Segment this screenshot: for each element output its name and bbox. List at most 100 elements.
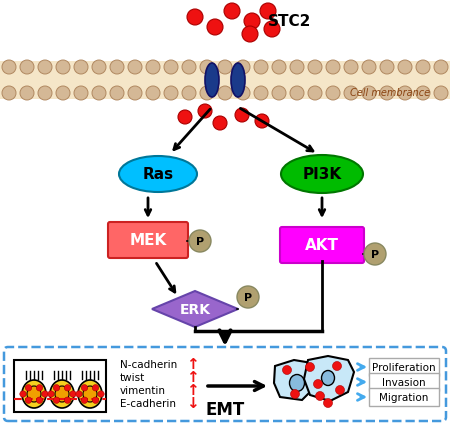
Circle shape <box>164 61 178 75</box>
Circle shape <box>272 87 286 101</box>
Ellipse shape <box>321 371 334 386</box>
Circle shape <box>244 14 260 30</box>
Circle shape <box>198 105 212 119</box>
Circle shape <box>380 87 394 101</box>
Circle shape <box>398 61 412 75</box>
Circle shape <box>237 286 259 308</box>
Circle shape <box>200 61 214 75</box>
Circle shape <box>326 87 340 101</box>
Text: N-cadherin: N-cadherin <box>120 359 177 369</box>
Circle shape <box>344 87 358 101</box>
Circle shape <box>92 397 99 403</box>
Polygon shape <box>152 291 238 327</box>
Circle shape <box>110 61 124 75</box>
Circle shape <box>315 391 324 400</box>
Circle shape <box>76 391 82 397</box>
Circle shape <box>53 397 60 403</box>
Circle shape <box>336 386 345 394</box>
Circle shape <box>146 87 160 101</box>
Circle shape <box>306 363 315 371</box>
Circle shape <box>290 87 304 101</box>
Circle shape <box>218 61 232 75</box>
Text: AKT: AKT <box>305 238 339 253</box>
Circle shape <box>178 111 192 125</box>
Text: vimentin: vimentin <box>120 385 166 395</box>
Ellipse shape <box>289 374 305 391</box>
FancyBboxPatch shape <box>14 360 106 412</box>
Circle shape <box>48 391 54 397</box>
FancyBboxPatch shape <box>369 358 439 376</box>
Text: P: P <box>196 236 204 246</box>
Circle shape <box>187 10 203 26</box>
Circle shape <box>416 87 430 101</box>
Circle shape <box>92 385 99 391</box>
Text: ERK: ERK <box>180 302 211 316</box>
Circle shape <box>362 87 376 101</box>
Ellipse shape <box>205 64 219 98</box>
Circle shape <box>255 115 269 129</box>
Text: E-cadherin: E-cadherin <box>120 398 176 408</box>
Circle shape <box>53 385 60 391</box>
Circle shape <box>260 4 276 20</box>
Circle shape <box>81 385 88 391</box>
Ellipse shape <box>50 380 74 408</box>
Circle shape <box>74 87 88 101</box>
Circle shape <box>38 61 52 75</box>
Text: Cell membrance: Cell membrance <box>350 88 430 98</box>
Text: ↑: ↑ <box>185 370 198 385</box>
FancyBboxPatch shape <box>369 373 439 391</box>
Circle shape <box>213 117 227 131</box>
Circle shape <box>272 61 286 75</box>
Text: ↑: ↑ <box>185 357 198 371</box>
Ellipse shape <box>55 386 69 402</box>
Ellipse shape <box>78 380 102 408</box>
Circle shape <box>64 397 71 403</box>
Polygon shape <box>304 356 354 401</box>
Circle shape <box>218 87 232 101</box>
Text: EMT: EMT <box>205 400 245 418</box>
Polygon shape <box>274 360 318 400</box>
Circle shape <box>42 391 48 397</box>
Circle shape <box>326 61 340 75</box>
Circle shape <box>128 87 142 101</box>
Ellipse shape <box>281 155 363 193</box>
Circle shape <box>36 385 43 391</box>
Circle shape <box>264 22 280 38</box>
Circle shape <box>380 61 394 75</box>
FancyBboxPatch shape <box>369 388 439 406</box>
FancyBboxPatch shape <box>108 222 188 259</box>
Circle shape <box>254 61 268 75</box>
Circle shape <box>434 87 448 101</box>
Circle shape <box>291 390 300 399</box>
Text: Ras: Ras <box>143 167 174 182</box>
Circle shape <box>207 20 223 36</box>
Ellipse shape <box>27 386 41 402</box>
Ellipse shape <box>22 380 46 408</box>
Circle shape <box>416 61 430 75</box>
Circle shape <box>254 87 268 101</box>
Text: MEK: MEK <box>130 233 166 248</box>
Circle shape <box>182 87 196 101</box>
Circle shape <box>236 87 250 101</box>
Circle shape <box>128 61 142 75</box>
Circle shape <box>434 61 448 75</box>
FancyBboxPatch shape <box>4 347 446 421</box>
Circle shape <box>36 397 43 403</box>
Ellipse shape <box>231 64 245 98</box>
FancyBboxPatch shape <box>280 227 364 263</box>
Circle shape <box>74 61 88 75</box>
Circle shape <box>242 27 258 43</box>
Circle shape <box>283 366 292 374</box>
Circle shape <box>25 397 32 403</box>
Circle shape <box>290 61 304 75</box>
Circle shape <box>92 61 106 75</box>
Circle shape <box>20 87 34 101</box>
Circle shape <box>344 61 358 75</box>
Ellipse shape <box>83 386 97 402</box>
Text: Invasion: Invasion <box>382 377 426 387</box>
Circle shape <box>98 391 104 397</box>
Text: ↓: ↓ <box>185 396 198 411</box>
Circle shape <box>224 4 240 20</box>
Circle shape <box>56 61 70 75</box>
Circle shape <box>308 61 322 75</box>
